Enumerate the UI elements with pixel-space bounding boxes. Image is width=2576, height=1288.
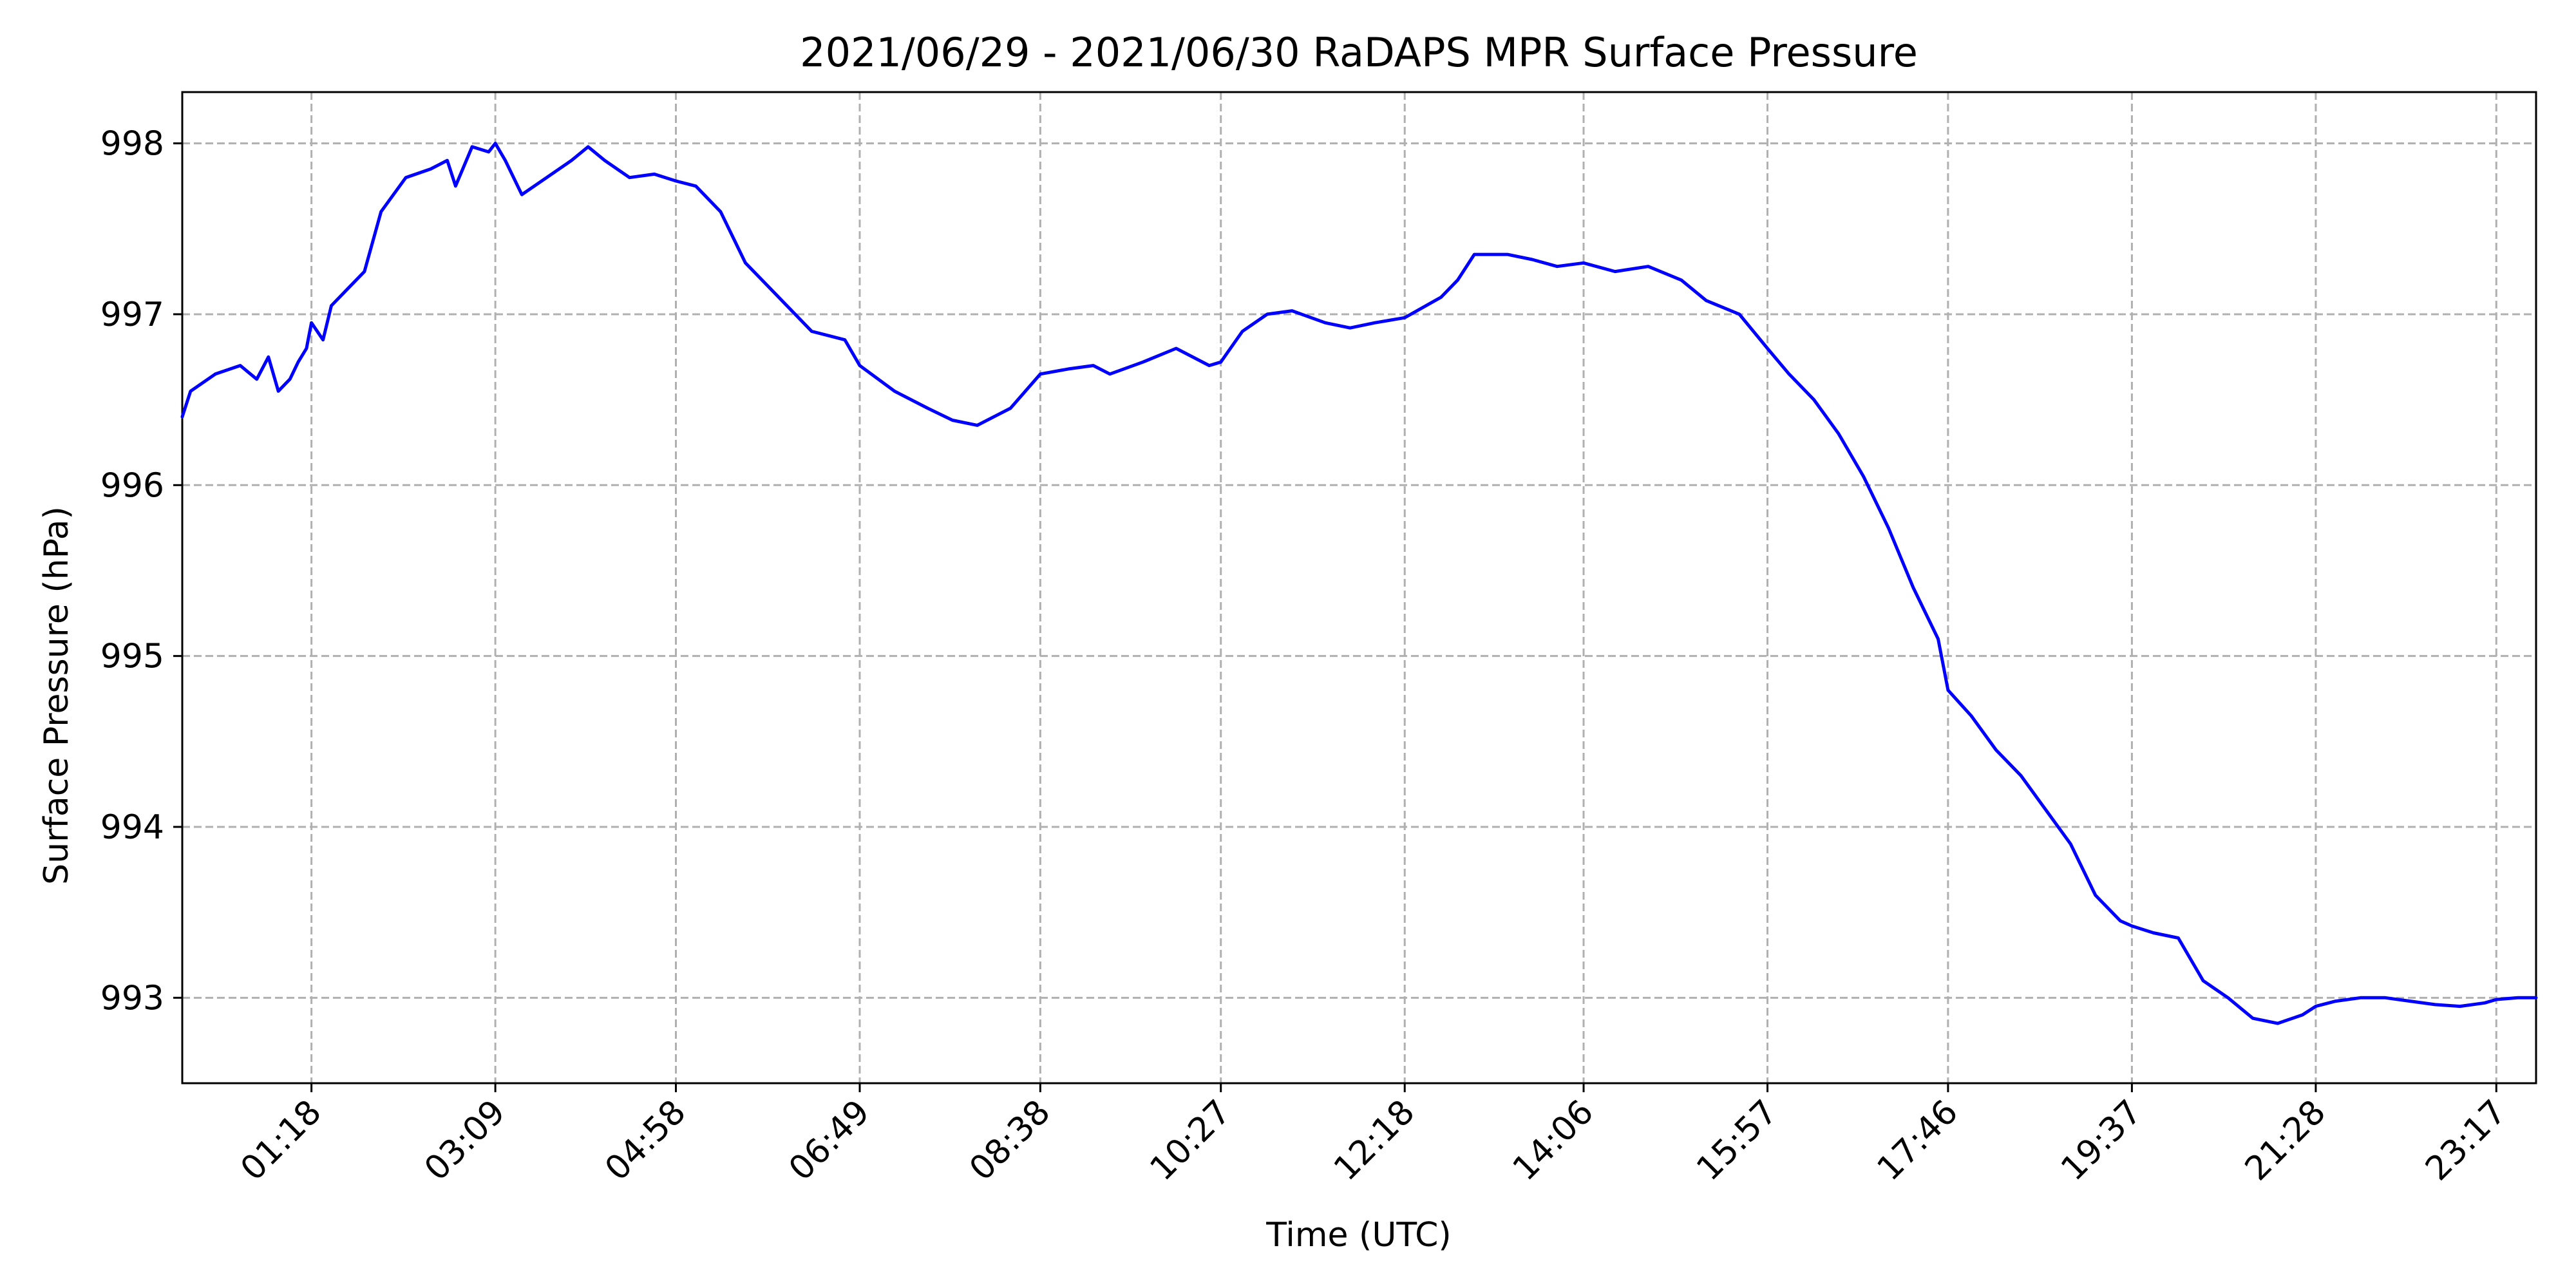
y-tick-label: 996 <box>100 466 164 505</box>
series-line <box>180 142 2538 1025</box>
y-axis-label: Surface Pressure (hPa) <box>37 506 76 885</box>
chart-title: 2021/06/29 - 2021/06/30 RaDAPS MPR Surfa… <box>800 29 1918 76</box>
series-layer <box>180 142 2538 1025</box>
y-tick-label: 993 <box>100 979 164 1018</box>
y-tick-label: 995 <box>100 638 164 676</box>
y-tick-label: 997 <box>100 296 164 334</box>
plot-frame <box>181 91 2537 1084</box>
grid <box>182 92 2536 1083</box>
y-tick-label: 998 <box>100 125 164 164</box>
x-axis-label: Time (UTC) <box>1265 1216 1451 1255</box>
y-tick-label: 994 <box>100 808 164 847</box>
